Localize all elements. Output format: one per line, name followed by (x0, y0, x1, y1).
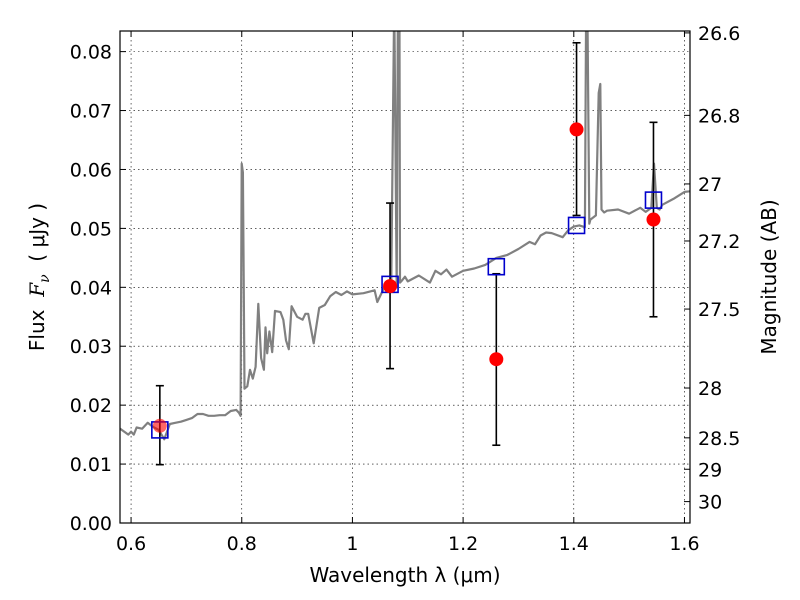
magnitude-tick-label: 27.2 (698, 231, 740, 253)
magnitude-tick-label: 28.5 (698, 428, 740, 450)
model-photometry-square (487, 257, 506, 276)
model-photometry-square (644, 191, 663, 209)
model-sed-line (120, 31, 690, 441)
x-tick-label: 0.6 (116, 533, 146, 555)
svg-text:Flux Fν ( μJy ): Flux Fν ( μJy ) (25, 203, 53, 351)
svg-text:Magnitude (AB): Magnitude (AB) (757, 199, 781, 354)
y-tick-label: 0.08 (70, 42, 112, 64)
y-tick-label: 0.05 (70, 218, 112, 240)
grid (120, 31, 690, 523)
magnitude-axis-ticks: 26.6 26.8 27 27.2 27.5 28 28.5 29 30 (684, 23, 740, 514)
magnitude-tick-label: 27.5 (698, 299, 740, 321)
y-tick-label: 0.06 (70, 159, 112, 181)
y-tick-label: 0.01 (70, 454, 112, 476)
y-axis-label: Flux Fν ( μJy ) (25, 203, 53, 351)
y2-axis-label: Magnitude (AB) (757, 199, 781, 354)
observed-photometry-point (152, 418, 167, 433)
x-tick-label: 1 (346, 533, 358, 555)
y-label-part-4: ( μJy ) (25, 203, 49, 275)
y-tick-label: 0.02 (70, 395, 112, 417)
y-tick-label: 0.03 (70, 336, 112, 358)
y-label-part-2: F (25, 282, 49, 298)
magnitude-tick-label: 27 (698, 174, 722, 196)
x-tick-label: 1.6 (669, 533, 699, 555)
observed-photometry-point (383, 279, 398, 294)
magnitude-tick-label: 26.8 (698, 105, 740, 127)
y-tick-label: 0.04 (70, 277, 112, 299)
magnitude-tick-label: 26.6 (698, 23, 740, 45)
observed-photometry-point (569, 122, 584, 137)
observed-photometry-point (646, 212, 661, 227)
magnitude-tick-label: 30 (698, 492, 722, 514)
y-label-part-3: ν (37, 274, 53, 283)
plot-data (120, 31, 690, 466)
y-label-part-1: Flux (25, 297, 49, 351)
observed-photometry-point (489, 352, 504, 367)
x-axis-ticks: 0.6 0.8 1 1.2 1.4 1.6 (116, 31, 700, 555)
x-tick-label: 0.8 (227, 533, 257, 555)
magnitude-tick-label: 29 (698, 459, 722, 481)
x-axis-label: Wavelength λ (μm) (309, 563, 500, 587)
y-axis-ticks: 0.00 0.01 0.02 0.03 0.04 0.05 0.06 0.07 0.08 (70, 42, 126, 535)
y-tick-label: 0.00 (70, 513, 112, 535)
x-tick-label: 1.2 (448, 533, 478, 555)
magnitude-tick-label: 28 (698, 378, 722, 400)
x-tick-label: 1.4 (559, 533, 589, 555)
y-tick-label: 0.07 (70, 101, 112, 123)
plot-frame (119, 30, 691, 524)
model-photometry-square (567, 216, 586, 235)
